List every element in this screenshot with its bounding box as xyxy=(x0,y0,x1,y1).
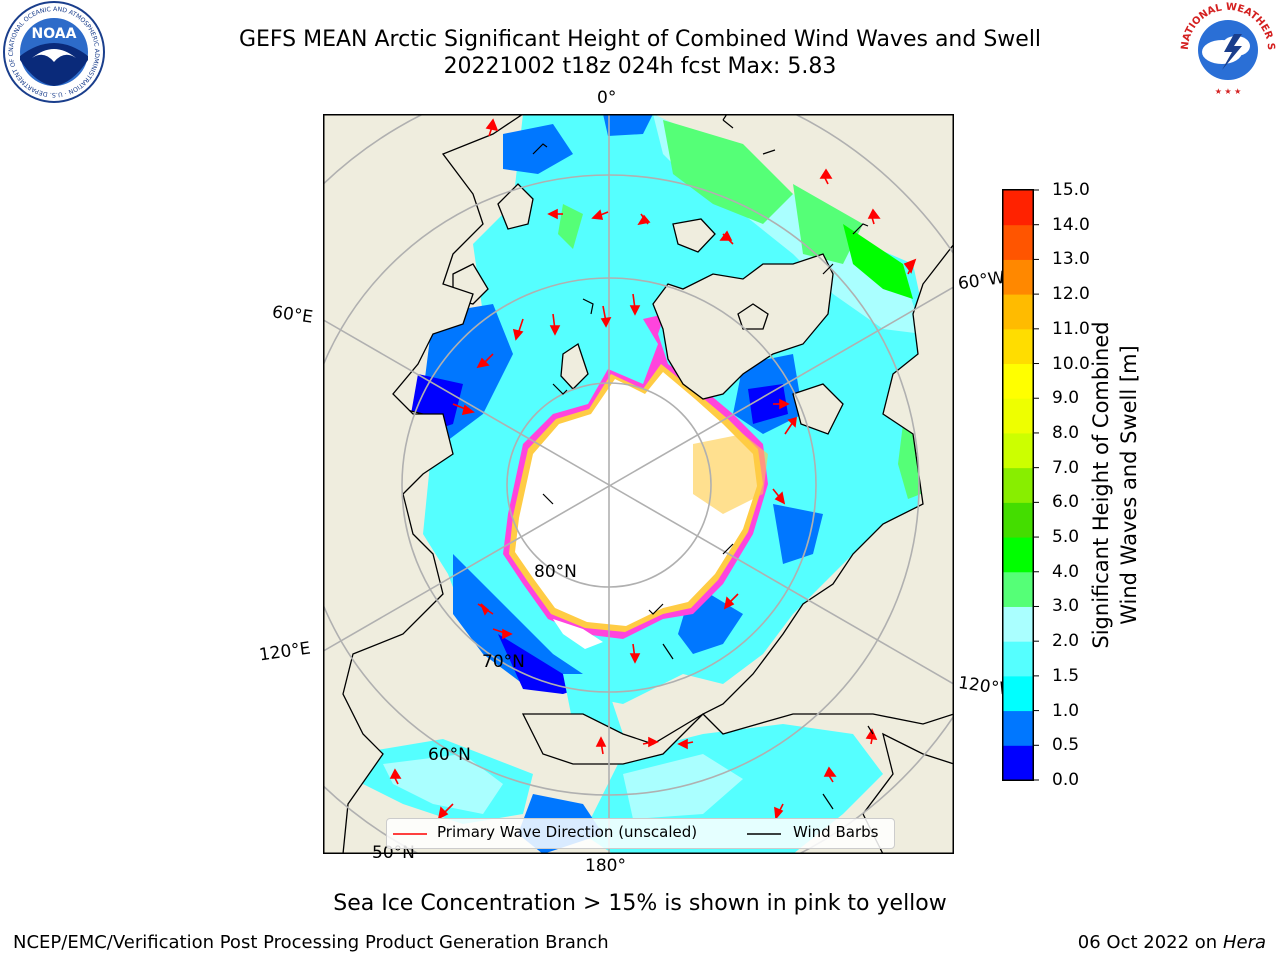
graticule xyxy=(323,114,954,854)
noaa-logo-text: NOAA xyxy=(32,26,77,42)
colorbar-tick-label: 7.0 xyxy=(1052,457,1080,478)
polar-map xyxy=(323,114,954,854)
map-border xyxy=(323,114,954,854)
wave-direction-arrows xyxy=(389,118,917,820)
colorbar-tick-label: 14.0 xyxy=(1052,214,1090,235)
colorbar-segment xyxy=(1003,328,1033,365)
colorbar-segment xyxy=(1003,259,1033,295)
footer-host: Hera xyxy=(1222,932,1266,953)
footer-date-text: 06 Oct 2022 on xyxy=(1077,932,1223,953)
colorbar-tick-label: 11.0 xyxy=(1052,318,1090,339)
colorbar-title-line2: Wind Waves and Swell [m] xyxy=(1117,345,1141,625)
colorbar-segment xyxy=(1003,641,1033,677)
wind-barbs-legend-swatch xyxy=(747,833,781,835)
colorbar-tick-label: 10.0 xyxy=(1052,353,1090,374)
colorbar-segment xyxy=(1003,467,1033,503)
lon-label-120e: 120°E xyxy=(257,638,312,666)
primary-wave-legend-label: Primary Wave Direction (unscaled) xyxy=(437,823,698,841)
colorbar-segment xyxy=(1003,675,1033,712)
chart-subtitle: 20221002 t18z 024h fcst Max: 5.83 xyxy=(443,54,837,79)
colorbar-segment xyxy=(1003,224,1033,260)
colorbar-tick-label: 0.0 xyxy=(1052,770,1080,790)
colorbar-tick-label: 8.0 xyxy=(1052,422,1080,443)
colorbar-segment xyxy=(1003,710,1033,746)
colorbar-border xyxy=(1002,189,1034,781)
colorbar-segment xyxy=(1003,294,1033,330)
colorbar-segment xyxy=(1003,571,1033,607)
colorbar-segment xyxy=(1003,432,1033,469)
colorbar-segment xyxy=(1003,537,1033,573)
footer-credit: NCEP/EMC/Verification Post Processing Pr… xyxy=(13,932,609,953)
lon-label-60e: 60°E xyxy=(270,302,315,328)
colorbar-segment xyxy=(1003,502,1033,538)
colorbar-title: Significant Height of Combined Wind Wave… xyxy=(1087,285,1143,685)
footer-date: 06 Oct 2022 on Hera xyxy=(1078,932,1266,953)
nws-logo-icon: NATIONAL WEATHER SERVICE ★ ★ ★ xyxy=(1176,0,1276,98)
colorbar-tick-label: 3.0 xyxy=(1052,596,1080,617)
colorbar-tick-label: 5.0 xyxy=(1052,527,1080,548)
colorbar-segment xyxy=(1003,363,1033,399)
lat-label-60n: 60°N xyxy=(428,745,471,765)
colorbar-segment xyxy=(1003,190,1033,226)
colorbar xyxy=(1002,189,1039,781)
lat-label-80n: 80°N xyxy=(534,562,577,582)
lon-label-180: 180° xyxy=(585,856,626,876)
sea-ice-caption: Sea Ice Concentration > 15% is shown in … xyxy=(333,891,947,916)
wind-barbs xyxy=(532,114,874,810)
colorbar-tick-label: 13.0 xyxy=(1052,249,1090,270)
wind-barbs-legend-label: Wind Barbs xyxy=(793,823,879,841)
colorbar-tick-label: 0.5 xyxy=(1052,735,1080,756)
colorbar-tick-label: 1.0 xyxy=(1052,700,1080,721)
colorbar-tick-label: 12.0 xyxy=(1052,284,1090,305)
colorbar-title-line1: Significant Height of Combined xyxy=(1089,321,1113,649)
lon-label-0: 0° xyxy=(597,88,617,108)
primary-wave-legend-swatch xyxy=(393,833,427,835)
colorbar-tick-label: 1.5 xyxy=(1052,665,1080,686)
colorbar-tick-label: 15.0 xyxy=(1052,180,1090,200)
colorbar-segment xyxy=(1003,606,1033,642)
colorbar-tick-label: 6.0 xyxy=(1052,492,1080,513)
colorbar-segment xyxy=(1003,398,1033,434)
svg-text:★ ★ ★: ★ ★ ★ xyxy=(1215,87,1242,96)
colorbar-tick-label: 9.0 xyxy=(1052,388,1080,409)
lon-label-60w: 60°W xyxy=(956,267,1007,295)
colorbar-segment xyxy=(1003,745,1033,781)
noaa-logo-icon: NATIONAL OCEANIC AND ATMOSPHERIC ADMINIS… xyxy=(2,0,105,103)
colorbar-tick-label: 4.0 xyxy=(1052,561,1080,582)
map-legend: Primary Wave Direction (unscaled) Wind B… xyxy=(386,818,895,849)
colorbar-tick-label: 2.0 xyxy=(1052,631,1080,652)
lat-label-70n: 70°N xyxy=(482,652,525,672)
chart-title: GEFS MEAN Arctic Significant Height of C… xyxy=(238,27,1042,52)
